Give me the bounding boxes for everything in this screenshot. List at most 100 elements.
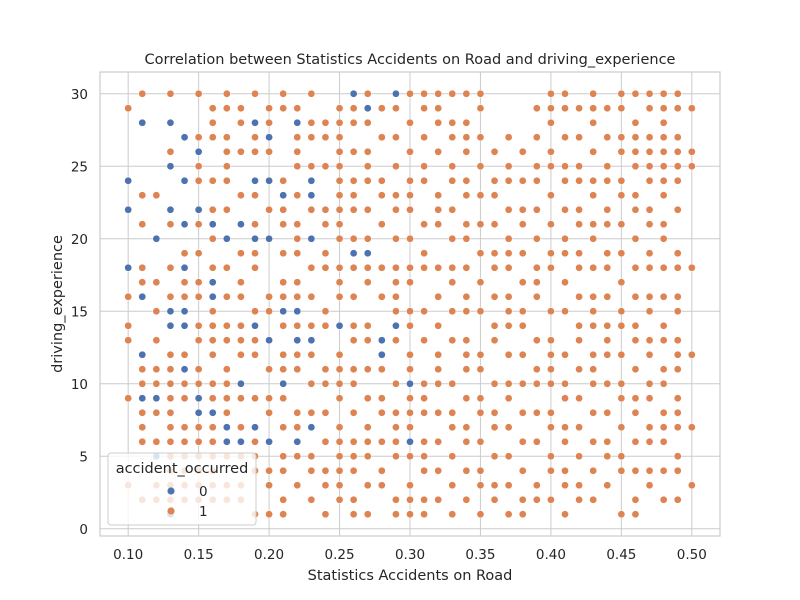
scatter-point-class-1: [589, 104, 598, 113]
scatter-point-class-1: [293, 292, 302, 301]
scatter-point-class-1: [152, 408, 161, 417]
scatter-point-class-1: [251, 89, 259, 98]
scatter-point-class-1: [603, 321, 612, 330]
scatter-point-class-1: [476, 437, 485, 446]
scatter-point-class-1: [631, 408, 640, 417]
scatter-point-class-1: [659, 437, 668, 446]
scatter-point-class-1: [561, 510, 569, 519]
scatter-point-class-1: [476, 350, 485, 359]
scatter-point-class-1: [645, 423, 654, 432]
scatter-point-class-1: [335, 133, 344, 142]
scatter-point-class-1: [532, 263, 541, 272]
scatter-point-class-0: [307, 176, 316, 185]
scatter-point-class-1: [673, 162, 682, 171]
scatter-point-class-1: [321, 481, 330, 490]
scatter-point-class-1: [307, 452, 316, 461]
scatter-point-class-1: [490, 292, 499, 301]
scatter-point-class-1: [659, 292, 668, 301]
scatter-point-class-1: [462, 437, 471, 446]
scatter-point-class-1: [532, 379, 541, 388]
scatter-point-class-1: [589, 379, 598, 388]
scatter-point-class-0: [237, 379, 245, 388]
scatter-point-class-1: [561, 466, 569, 475]
scatter-point-class-1: [603, 249, 612, 258]
scatter-point-class-0: [265, 437, 273, 446]
scatter-point-class-0: [194, 205, 203, 214]
scatter-point-class-1: [617, 452, 626, 461]
scatter-point-class-1: [603, 162, 612, 171]
scatter-point-class-1: [349, 379, 358, 388]
scatter-point-class-1: [406, 89, 414, 98]
scatter-point-class-1: [392, 292, 400, 301]
scatter-point-class-1: [631, 510, 640, 519]
scatter-point-class-1: [208, 423, 217, 432]
scatter-point-class-1: [434, 147, 443, 156]
scatter-point-class-1: [448, 452, 457, 461]
y-tick-label: 30: [71, 87, 88, 103]
legend-marker-1: [167, 507, 175, 515]
scatter-point-class-0: [363, 104, 372, 113]
scatter-point-class-0: [222, 437, 231, 446]
scatter-point-class-1: [490, 147, 499, 156]
scatter-point-class-1: [448, 423, 457, 432]
scatter-point-class-1: [617, 133, 626, 142]
scatter-point-class-1: [335, 423, 344, 432]
scatter-point-class-1: [518, 205, 527, 214]
scatter-point-class-1: [377, 292, 386, 301]
scatter-point-class-1: [392, 263, 400, 272]
scatter-point-class-1: [321, 408, 330, 417]
scatter-point-class-1: [617, 466, 626, 475]
scatter-point-class-0: [237, 437, 245, 446]
scatter-point-class-0: [166, 118, 175, 127]
scatter-point-class-0: [138, 350, 147, 359]
scatter-point-class-1: [434, 220, 443, 229]
scatter-point-class-1: [406, 321, 414, 330]
scatter-point-class-1: [279, 89, 288, 98]
scatter-point-class-1: [265, 510, 273, 519]
scatter-point-class-1: [335, 205, 344, 214]
scatter-point-class-1: [307, 350, 316, 359]
scatter-point-class-1: [434, 466, 443, 475]
scatter-point-class-1: [335, 379, 344, 388]
scatter-point-class-0: [138, 394, 147, 403]
scatter-point-class-1: [180, 423, 189, 432]
scatter-point-class-1: [349, 510, 358, 519]
scatter-point-class-1: [392, 379, 400, 388]
scatter-point-class-1: [265, 205, 273, 214]
scatter-point-class-1: [377, 104, 386, 113]
scatter-point-class-1: [208, 263, 217, 272]
scatter-point-class-1: [321, 365, 330, 374]
scatter-point-class-1: [687, 263, 696, 272]
scatter-point-class-1: [589, 495, 598, 504]
scatter-point-class-1: [406, 234, 414, 243]
scatter-point-class-1: [504, 510, 513, 519]
scatter-point-class-1: [377, 408, 386, 417]
scatter-point-class-1: [406, 118, 414, 127]
scatter-point-class-1: [194, 220, 203, 229]
scatter-point-class-1: [265, 481, 273, 490]
scatter-point-class-1: [434, 205, 443, 214]
scatter-point-class-1: [180, 350, 189, 359]
scatter-point-class-1: [251, 307, 259, 316]
scatter-point-class-1: [673, 205, 682, 214]
scatter-point-class-1: [673, 133, 682, 142]
scatter-point-class-1: [589, 437, 598, 446]
scatter-point-class-1: [589, 307, 598, 316]
scatter-point-class-1: [645, 162, 654, 171]
scatter-point-class-1: [194, 162, 203, 171]
scatter-point-class-1: [434, 379, 443, 388]
scatter-point-class-1: [392, 104, 400, 113]
scatter-point-class-1: [406, 350, 414, 359]
scatter-point-class-0: [265, 133, 273, 142]
scatter-point-class-1: [237, 350, 245, 359]
x-tick-label: 0.30: [395, 547, 425, 563]
scatter-point-class-1: [532, 365, 541, 374]
scatter-point-class-1: [237, 147, 245, 156]
scatter-point-class-1: [645, 379, 654, 388]
scatter-point-class-1: [392, 452, 400, 461]
scatter-point-class-1: [603, 379, 612, 388]
scatter-point-class-1: [377, 481, 386, 490]
scatter-point-class-1: [194, 321, 203, 330]
scatter-point-class-1: [321, 379, 330, 388]
scatter-point-class-1: [532, 437, 541, 446]
